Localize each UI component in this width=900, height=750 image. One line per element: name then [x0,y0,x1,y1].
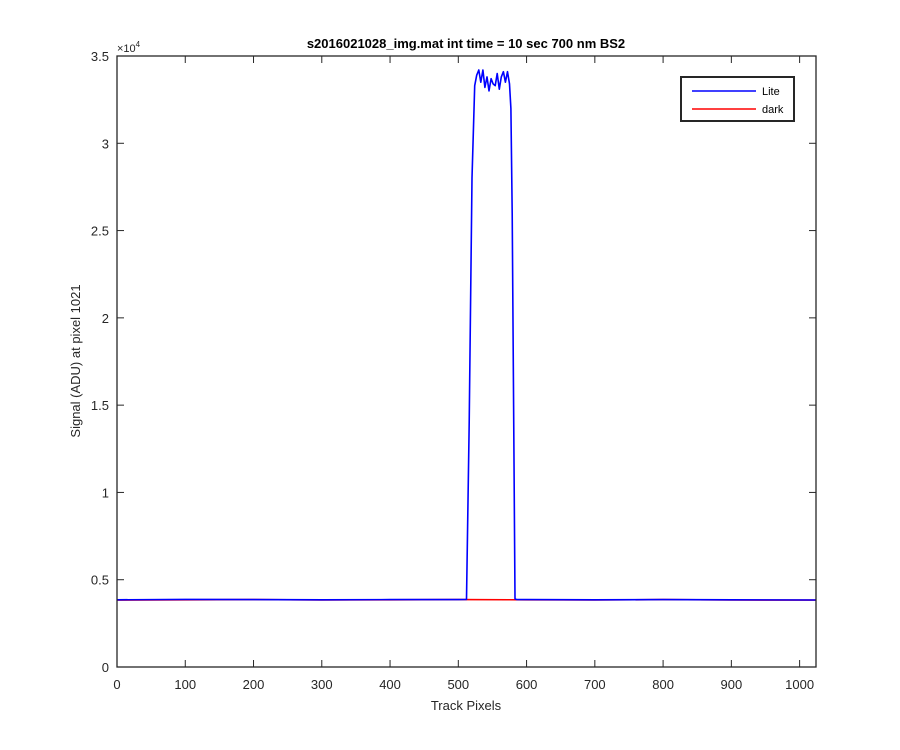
series-line-lite [116,69,817,601]
y-tick-label: 0.5 [91,573,109,588]
y-tick-label: 1.5 [91,398,109,413]
y-tick-label: 2.5 [91,224,109,239]
x-tick-label: 1000 [785,677,814,692]
y-axis-exponent: ×104 [117,40,141,55]
x-tick-label: 100 [174,677,196,692]
y-tick-label: 3 [102,136,109,151]
legend: Lite dark [680,76,795,122]
legend-label-dark: dark [762,104,784,116]
legend-label-lite: Lite [762,86,780,98]
x-tick-label: 800 [652,677,674,692]
x-tick-label: 200 [243,677,265,692]
y-axis-title: Signal (ADU) at pixel 1021 [68,284,83,437]
y-axis-exponent-base: ×10 [117,43,136,55]
series-layer [116,69,817,601]
y-tick-label: 0 [102,660,109,675]
y-tick-label: 1 [102,485,109,500]
x-tick-label: 600 [516,677,538,692]
x-tick-label: 900 [721,677,743,692]
x-axis-title: Track Pixels [431,698,502,713]
x-tick-label: 500 [447,677,469,692]
plot-frame [116,55,817,668]
y-tick-label: 2 [102,311,109,326]
y-tick-label: 3.5 [91,49,109,64]
axes-layer: 0 100 200 300 400 500 600 700 800 900 1000 0 0.5 1 1.5… [91,49,817,692]
x-tick-label: 0 [113,677,120,692]
x-tick-label: 300 [311,677,333,692]
legend-box [680,76,795,122]
x-tick-label: 400 [379,677,401,692]
chart-title: s2016021028_img.mat int time = 10 sec 70… [307,36,625,51]
x-tick-label: 700 [584,677,606,692]
y-axis-exponent-power: 4 [136,40,141,49]
